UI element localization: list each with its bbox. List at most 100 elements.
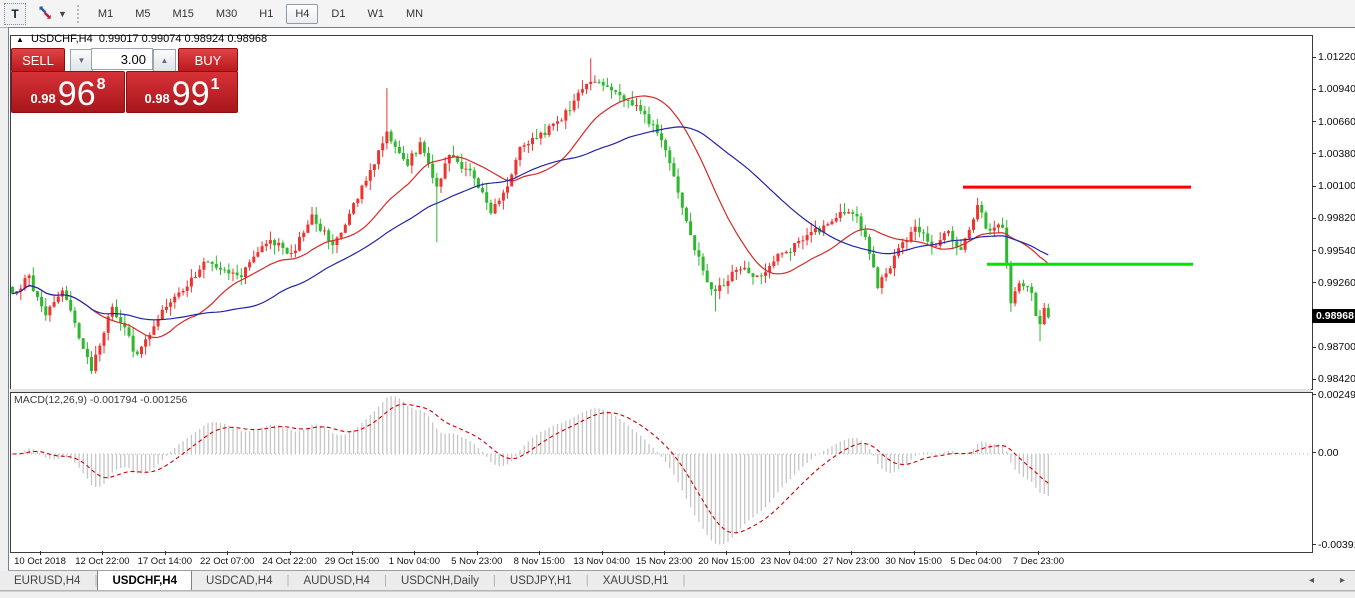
date-axis-label[interactable]: 27 Nov 23:00 [822, 556, 880, 567]
chart-tab-usdcnh[interactable]: USDCNH,Daily [400, 574, 479, 587]
ohlc-close: 0.98968 [227, 33, 268, 45]
date-axis-label[interactable]: 8 Nov 15:00 [513, 556, 565, 567]
macd-axis-label[interactable]: -0.003913 [1318, 538, 1355, 551]
price-axis-label[interactable]: 0.99260 [1318, 276, 1355, 289]
price-axis-tick [1312, 346, 1316, 348]
date-axis-tick [352, 551, 353, 555]
price-axis-tick [1312, 217, 1316, 219]
date-axis-tick [414, 551, 416, 555]
date-axis-label[interactable]: 10 Oct 2018 [14, 556, 66, 567]
tab-scroll-left-icon[interactable]: ◂ [1308, 575, 1314, 586]
panel-splitter[interactable] [10, 389, 1311, 392]
date-axis-tick [164, 551, 166, 555]
timeframe-button-m1[interactable]: M1 [97, 7, 114, 20]
date-axis-label[interactable]: 5 Dec 04:00 [950, 556, 1002, 567]
date-axis-label[interactable]: 5 Nov 23:00 [451, 556, 503, 567]
macd-axis-tick [1312, 452, 1316, 454]
buy-button[interactable]: BUY [178, 48, 238, 72]
current-price-label: 0.98968 [1312, 309, 1355, 324]
timeframe-button-mn[interactable]: MN [405, 7, 424, 20]
buy-price-button[interactable]: 0.98 99 1 [126, 71, 238, 113]
macd-main-value: -0.001794 [89, 394, 138, 406]
candlestick-chart [11, 58, 1193, 374]
date-axis-label[interactable]: 15 Nov 23:00 [635, 556, 693, 567]
text-tool-icon[interactable]: T [4, 2, 26, 25]
toolbar-grip [76, 4, 79, 23]
chart-tab-bar: EURUSD,H4 | USDCHF,H4 USDCAD,H4 | AUDUSD,H4 | U… [0, 571, 1355, 591]
price-axis-tick [1312, 282, 1316, 284]
timeframe-button-m15[interactable]: M15 [172, 7, 194, 20]
date-axis-label[interactable]: 7 Dec 23:00 [1012, 556, 1065, 567]
date-axis-tick [289, 551, 291, 555]
price-axis-label[interactable]: 0.99540 [1318, 244, 1355, 257]
price-axis-label[interactable]: 1.00380 [1318, 147, 1355, 160]
volume-input[interactable]: 3.00 [91, 48, 153, 70]
sell-button[interactable]: SELL [11, 48, 65, 72]
date-axis-label[interactable]: 20 Nov 15:00 [698, 556, 755, 567]
price-axis-tick [1312, 88, 1316, 90]
date-axis-label[interactable]: 17 Oct 14:00 [137, 556, 192, 567]
volume-decrease-button[interactable]: ▼ [70, 49, 93, 72]
macd-signal-value: -0.001256 [140, 394, 188, 406]
timeframe-button-h1[interactable]: H1 [259, 7, 274, 20]
chart-tab-eurusd[interactable]: EURUSD,H4 [14, 574, 81, 587]
price-axis-tick [1312, 153, 1316, 155]
price-axis-label[interactable]: 0.98700 [1318, 341, 1355, 354]
ohlc-open: 0.99017 [98, 33, 139, 45]
macd-axis-label[interactable]: 0.002492 [1318, 388, 1355, 401]
tab-separator: | [585, 574, 589, 587]
chart-tab-usdcad[interactable]: USDCAD,H4 [206, 574, 273, 587]
volume-increase-button[interactable]: ▲ [153, 49, 176, 72]
chevron-down-icon[interactable]: ▼ [58, 8, 67, 19]
timeframe-button-w1[interactable]: W1 [367, 7, 384, 20]
macd-chart-canvas[interactable] [10, 392, 1313, 553]
date-axis-label[interactable]: 29 Oct 15:00 [324, 556, 380, 567]
price-axis-label[interactable]: 1.00940 [1318, 83, 1355, 96]
date-axis-label[interactable]: 30 Nov 15:00 [885, 556, 942, 567]
date-axis-label[interactable]: 24 Oct 22:00 [262, 556, 317, 567]
window-border [8, 27, 9, 570]
symbol-header: ▲ USDCHF,H4 0.99017 0.99074 0.98924 0.98… [16, 33, 267, 45]
timeframe-button-m30[interactable]: M30 [215, 7, 238, 20]
price-axis-label[interactable]: 1.01220 [1318, 51, 1355, 64]
sell-price-button[interactable]: 0.98 96 8 [11, 71, 125, 113]
sell-price-sup: 8 [96, 76, 106, 93]
chart-tab-audusd[interactable]: AUDUSD,H4 [303, 574, 370, 587]
chart-tab-usdchf[interactable]: USDCHF,H4 [97, 571, 193, 590]
macd-axis-tick [1312, 544, 1316, 546]
tab-scroll-controls: ◂ ▸ [1309, 571, 1345, 590]
date-axis-label[interactable]: 22 Oct 07:00 [199, 556, 255, 567]
date-axis-tick [664, 551, 665, 555]
timeframe-button-m5[interactable]: M5 [135, 7, 151, 20]
price-axis-tick [1312, 378, 1316, 380]
chart-tab-usdjpy[interactable]: USDJPY,H1 [509, 574, 572, 587]
macd-header: MACD(12,26,9) -0.001794 -0.001256 [14, 394, 187, 406]
price-axis-label[interactable]: 1.00660 [1318, 115, 1355, 128]
chart-tab-xauusd[interactable]: XAUUSD,H1 [602, 574, 669, 587]
tab-scroll-right-icon[interactable]: ▸ [1339, 575, 1345, 586]
timeframe-button-h4[interactable]: H4 [286, 3, 319, 24]
price-axis-tick [1312, 185, 1316, 187]
timeframe-button-d1[interactable]: D1 [331, 7, 346, 20]
arrows-tool-icon[interactable]: ⬉ ⬊ [36, 4, 56, 24]
date-axis-tick [40, 551, 41, 555]
date-axis-label[interactable]: 1 Nov 04:00 [388, 556, 441, 567]
price-axis-tick [1312, 250, 1316, 252]
ohlc-low: 0.98924 [184, 33, 225, 45]
date-axis-label[interactable]: 23 Nov 04:00 [760, 556, 818, 567]
price-axis-label[interactable]: 0.99820 [1318, 212, 1355, 225]
macd-chart [11, 396, 1310, 545]
price-axis-label[interactable]: 1.00100 [1318, 180, 1355, 193]
date-axis-tick [788, 551, 790, 555]
date-axis-label[interactable]: 13 Nov 04:00 [573, 556, 630, 567]
date-axis-label[interactable]: 12 Oct 22:00 [75, 556, 130, 567]
macd-axis-label[interactable]: 0.00 [1318, 446, 1339, 459]
sell-price-base: 0.98 [30, 91, 56, 106]
ohlc-high: 0.99074 [141, 33, 182, 45]
price-axis-label[interactable]: 0.98420 [1318, 373, 1355, 386]
date-axis-tick [976, 551, 977, 555]
status-strip [0, 591, 1355, 598]
symbol-label: USDCHF,H4 [30, 33, 93, 45]
macd-axis-tick [1312, 394, 1316, 396]
